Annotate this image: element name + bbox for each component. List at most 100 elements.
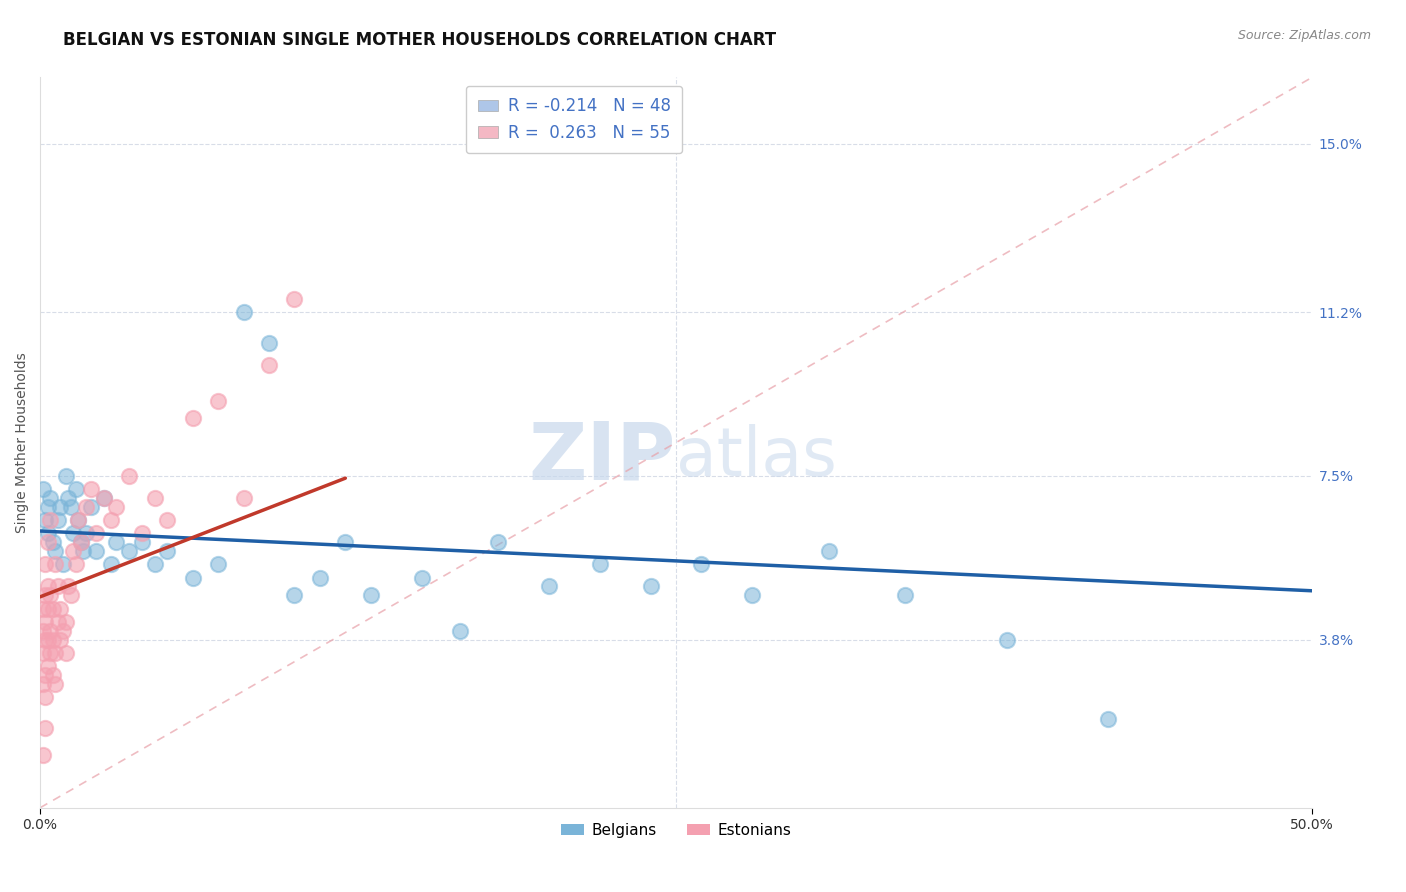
Point [31,601,53,615]
Legend: Belgians, Estonians: Belgians, Estonians [554,817,797,844]
Point [118,468,141,483]
Point [44,544,66,558]
Point [34,615,56,629]
Point [44,677,66,691]
Point [62,526,84,541]
Point [93,491,115,505]
Point [55,615,77,629]
Point [80,500,103,514]
Point [75,500,97,514]
Point [37,535,59,549]
Point [232,491,254,505]
Point [44,646,66,660]
Point [39,646,62,660]
Point [37,526,59,541]
Point [118,544,141,558]
Point [207,393,229,408]
Point [105,500,128,514]
Point [37,601,59,615]
Point [100,558,122,572]
Point [55,646,77,660]
Text: atlas: atlas [676,425,837,491]
Point [995,632,1018,647]
Point [181,571,204,585]
Text: Source: ZipAtlas.com: Source: ZipAtlas.com [1237,29,1371,42]
Point [56,579,79,593]
Point [49,632,72,647]
Y-axis label: Single Mother Households: Single Mother Households [15,352,30,533]
Point [143,491,166,505]
Point [105,535,128,549]
Point [39,513,62,527]
Point [37,579,59,593]
Point [207,558,229,572]
Point [34,632,56,647]
Point [37,659,59,673]
Point [34,513,56,527]
Point [34,721,56,735]
Point [181,411,204,425]
Text: ZIP: ZIP [529,418,676,496]
Point [31,482,53,496]
Point [69,535,91,549]
Point [49,500,72,514]
Point [69,535,91,549]
Point [143,558,166,572]
Point [100,513,122,527]
Point [232,305,254,319]
Point [449,624,471,638]
Point [84,544,107,558]
Point [589,558,612,572]
Point [59,500,82,514]
Point [817,544,839,558]
Point [156,544,179,558]
Point [39,491,62,505]
Point [283,292,305,306]
Text: BELGIAN VS ESTONIAN SINGLE MOTHER HOUSEHOLDS CORRELATION CHART: BELGIAN VS ESTONIAN SINGLE MOTHER HOUSEH… [63,31,776,49]
Point [80,482,103,496]
Point [65,482,87,496]
Point [34,558,56,572]
Point [31,747,53,762]
Point [131,535,153,549]
Point [537,579,560,593]
Point [46,513,69,527]
Point [894,588,917,602]
Point [65,558,87,572]
Point [52,558,75,572]
Point [131,526,153,541]
Point [67,513,90,527]
Point [31,646,53,660]
Point [257,336,280,351]
Point [309,571,332,585]
Point [486,535,509,549]
Point [49,601,72,615]
Point [72,544,94,558]
Point [741,588,763,602]
Point [46,615,69,629]
Point [257,358,280,372]
Point [640,579,662,593]
Point [283,588,305,602]
Point [59,588,82,602]
Point [34,588,56,602]
Point [31,624,53,638]
Point [360,588,382,602]
Point [34,690,56,704]
Point [37,632,59,647]
Point [37,500,59,514]
Point [75,526,97,541]
Point [39,588,62,602]
Point [39,624,62,638]
Point [34,668,56,682]
Point [55,468,77,483]
Point [31,677,53,691]
Point [42,535,65,549]
Point [690,558,713,572]
Point [335,535,357,549]
Point [67,513,90,527]
Point [84,526,107,541]
Point [42,601,65,615]
Point [52,624,75,638]
Point [56,491,79,505]
